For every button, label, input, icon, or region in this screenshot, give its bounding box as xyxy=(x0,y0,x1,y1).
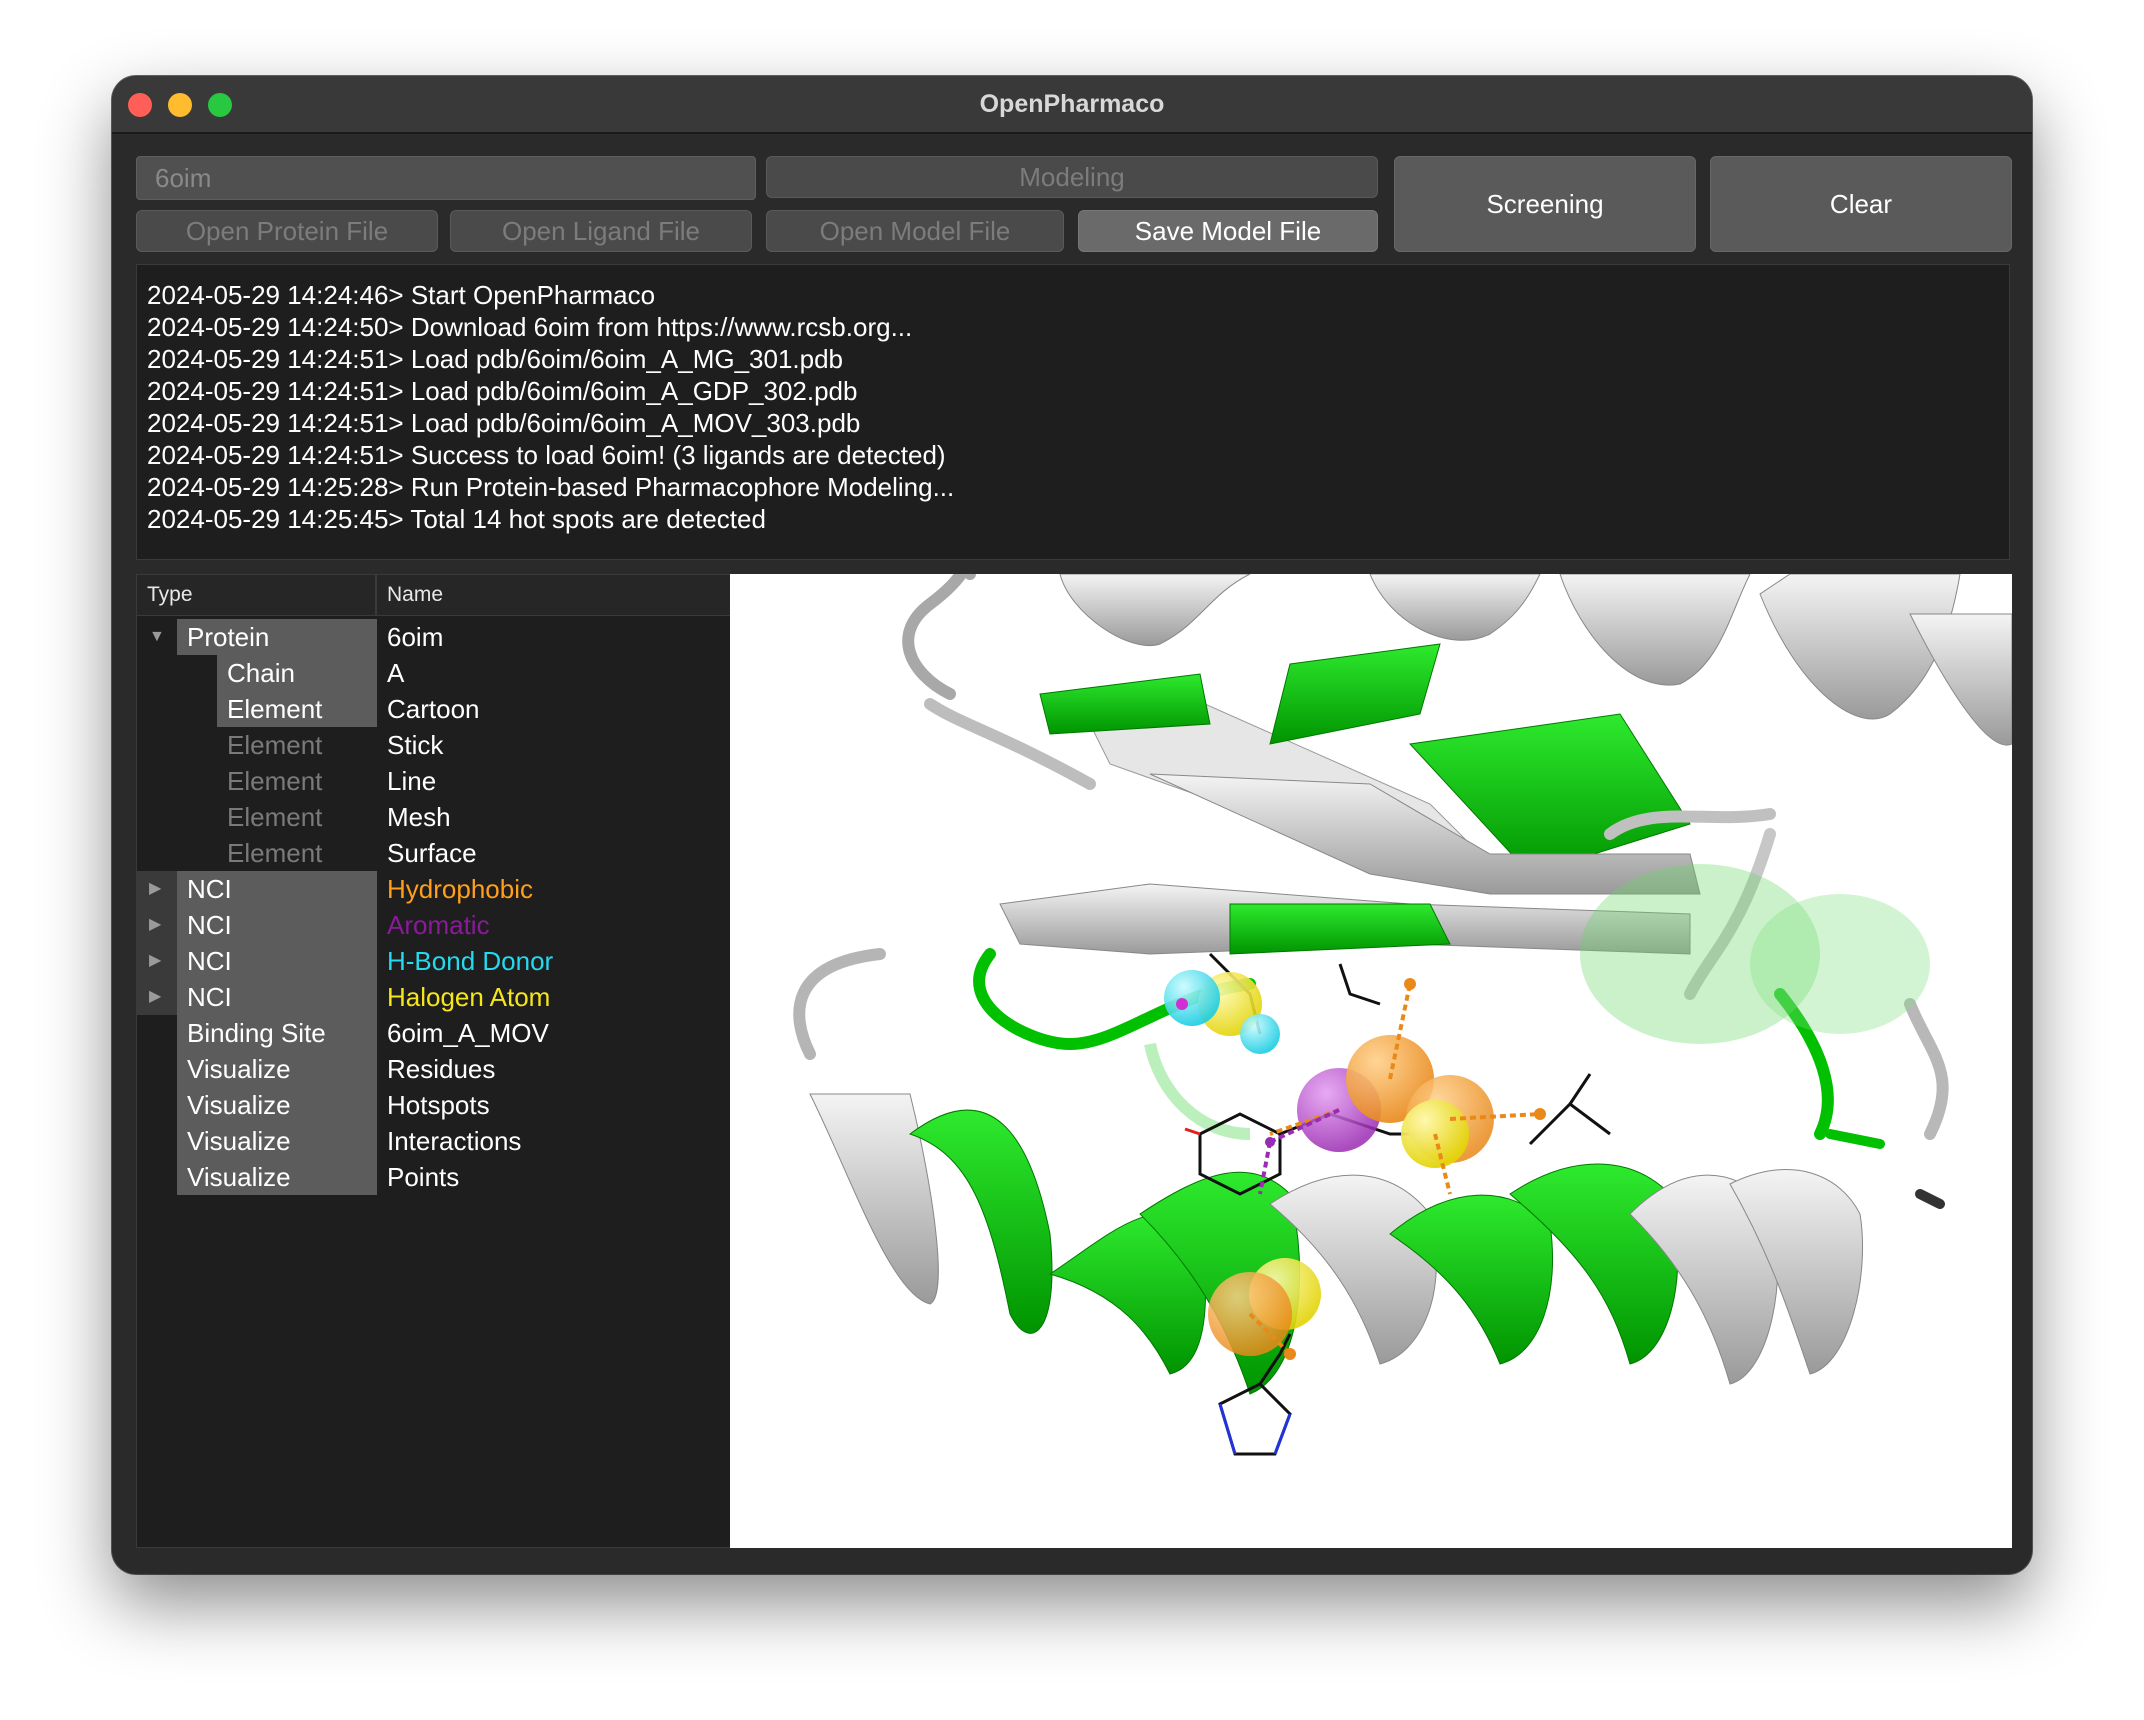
tree-name-cell: Residues xyxy=(387,1054,496,1084)
minimize-window-button[interactable] xyxy=(168,93,192,117)
row-indent xyxy=(137,871,177,907)
triangle-right-icon[interactable]: ▶ xyxy=(149,916,162,933)
tree-type-cell: Element xyxy=(217,691,377,727)
row-indent xyxy=(137,943,177,979)
tree-row-protein[interactable]: ▼ Protein 6oim xyxy=(137,619,741,655)
app-window: OpenPharmaco Modeling Open Protein File … xyxy=(112,76,2032,1574)
log-line: 2024-05-29 14:24:51> Load pdb/6oim/6oim_… xyxy=(147,376,858,406)
molecule-viewer[interactable] xyxy=(730,574,2012,1548)
triangle-down-icon[interactable]: ▼ xyxy=(149,628,165,645)
tree-type-cell: NCI xyxy=(177,907,377,943)
triangle-right-icon[interactable]: ▶ xyxy=(149,952,162,969)
screening-button[interactable]: Screening xyxy=(1394,156,1696,252)
tree-row-stick[interactable]: Element Stick xyxy=(137,727,741,763)
tree-name-cell: 6oim xyxy=(387,622,444,652)
tree-name-cell: Hotspots xyxy=(387,1090,490,1120)
tree-type-cell: Binding Site xyxy=(177,1015,377,1051)
tree-name-cell: Hydrophobic xyxy=(387,874,533,904)
tree-header: Type Name xyxy=(137,575,741,616)
tree-row-line[interactable]: Element Line xyxy=(137,763,741,799)
row-indent xyxy=(137,979,177,1015)
tree-row-surface[interactable]: Element Surface xyxy=(137,835,741,871)
pdb-id-input[interactable] xyxy=(136,156,756,200)
tree-row-binding-site[interactable]: Binding Site 6oim_A_MOV xyxy=(137,1015,741,1051)
tree-row-hydrophobic[interactable]: ▶ NCI Hydrophobic xyxy=(137,871,741,907)
tree-name-cell: H-Bond Donor xyxy=(387,946,554,976)
tree-type-cell: Element xyxy=(227,802,323,832)
tree-name-cell: Points xyxy=(387,1162,460,1192)
tree-type-cell: NCI xyxy=(177,871,377,907)
maximize-window-button[interactable] xyxy=(208,93,232,117)
tree-row-hotspots[interactable]: Visualize Hotspots xyxy=(137,1087,741,1123)
tree-type-cell: Chain xyxy=(217,655,377,691)
protein-cartoon-render xyxy=(793,574,2012,1456)
tree-type-cell: Visualize xyxy=(177,1123,377,1159)
tree-name-cell: Interactions xyxy=(387,1126,522,1156)
tree-name-cell: Aromatic xyxy=(387,910,490,940)
tree-name-cell: Mesh xyxy=(387,802,451,832)
tree-name-cell: Surface xyxy=(387,838,477,868)
triangle-right-icon[interactable]: ▶ xyxy=(149,988,162,1005)
log-line: 2024-05-29 14:24:51> Load pdb/6oim/6oim_… xyxy=(147,344,844,374)
triangle-right-icon[interactable]: ▶ xyxy=(149,880,162,897)
tree-type-cell: Element xyxy=(227,730,323,760)
log-line: 2024-05-29 14:24:51> Load pdb/6oim/6oim_… xyxy=(147,408,861,438)
tree-name-cell: Line xyxy=(387,766,437,796)
open-ligand-file-button[interactable]: Open Ligand File xyxy=(450,210,752,252)
tree-row-halogen[interactable]: ▶ NCI Halogen Atom xyxy=(137,979,741,1015)
type-column-header[interactable]: Type xyxy=(137,575,377,615)
log-console[interactable]: 2024-05-29 14:24:46> Start OpenPharmaco … xyxy=(136,264,2010,560)
tree-row-mesh[interactable]: Element Mesh xyxy=(137,799,741,835)
tree-type-cell: Element xyxy=(227,766,323,796)
tree-type-cell: NCI xyxy=(177,943,377,979)
name-column-header[interactable]: Name xyxy=(387,583,444,606)
log-line: 2024-05-29 14:25:45> Total 14 hot spots … xyxy=(147,504,766,534)
tree-type-cell: Protein xyxy=(177,619,377,655)
tree-name-cell: Halogen Atom xyxy=(387,982,551,1012)
save-model-file-button[interactable]: Save Model File xyxy=(1078,210,1378,252)
log-line: 2024-05-29 14:25:28> Run Protein-based P… xyxy=(147,472,955,502)
tree-name-cell: A xyxy=(387,658,405,688)
tree-name-cell: 6oim_A_MOV xyxy=(387,1018,549,1048)
tree-row-interactions[interactable]: Visualize Interactions xyxy=(137,1123,741,1159)
tree-type-cell: NCI xyxy=(177,979,377,1015)
open-model-file-button[interactable]: Open Model File xyxy=(766,210,1064,252)
tree-row-residues[interactable]: Visualize Residues xyxy=(137,1051,741,1087)
close-window-button[interactable] xyxy=(128,93,152,117)
open-protein-file-button[interactable]: Open Protein File xyxy=(136,210,438,252)
tree-type-cell: Visualize xyxy=(177,1051,377,1087)
log-line: 2024-05-29 14:24:50> Download 6oim from … xyxy=(147,312,913,342)
log-line: 2024-05-29 14:24:46> Start OpenPharmaco xyxy=(147,280,656,310)
tree-row-hbond-donor[interactable]: ▶ NCI H-Bond Donor xyxy=(137,943,741,979)
tree-type-cell: Visualize xyxy=(177,1159,377,1195)
object-tree[interactable]: Type Name ▼ Protein 6oim Chain A Element… xyxy=(136,574,742,1548)
tree-row-aromatic[interactable]: ▶ NCI Aromatic xyxy=(137,907,741,943)
tree-type-cell: Visualize xyxy=(177,1087,377,1123)
log-line: 2024-05-29 14:24:51> Success to load 6oi… xyxy=(147,440,946,470)
tree-row-points[interactable]: Visualize Points xyxy=(137,1159,741,1195)
tree-name-cell: Stick xyxy=(387,730,444,760)
tree-row-cartoon[interactable]: Element Cartoon xyxy=(137,691,741,727)
tree-name-cell: Cartoon xyxy=(387,694,480,724)
window-title: OpenPharmaco xyxy=(979,90,1165,118)
modeling-button[interactable]: Modeling xyxy=(766,156,1378,198)
clear-button[interactable]: Clear xyxy=(1710,156,2012,252)
row-indent xyxy=(137,907,177,943)
tree-row-chain[interactable]: Chain A xyxy=(137,655,741,691)
tree-type-cell: Element xyxy=(227,838,323,868)
title-bar: OpenPharmaco xyxy=(112,76,2032,134)
